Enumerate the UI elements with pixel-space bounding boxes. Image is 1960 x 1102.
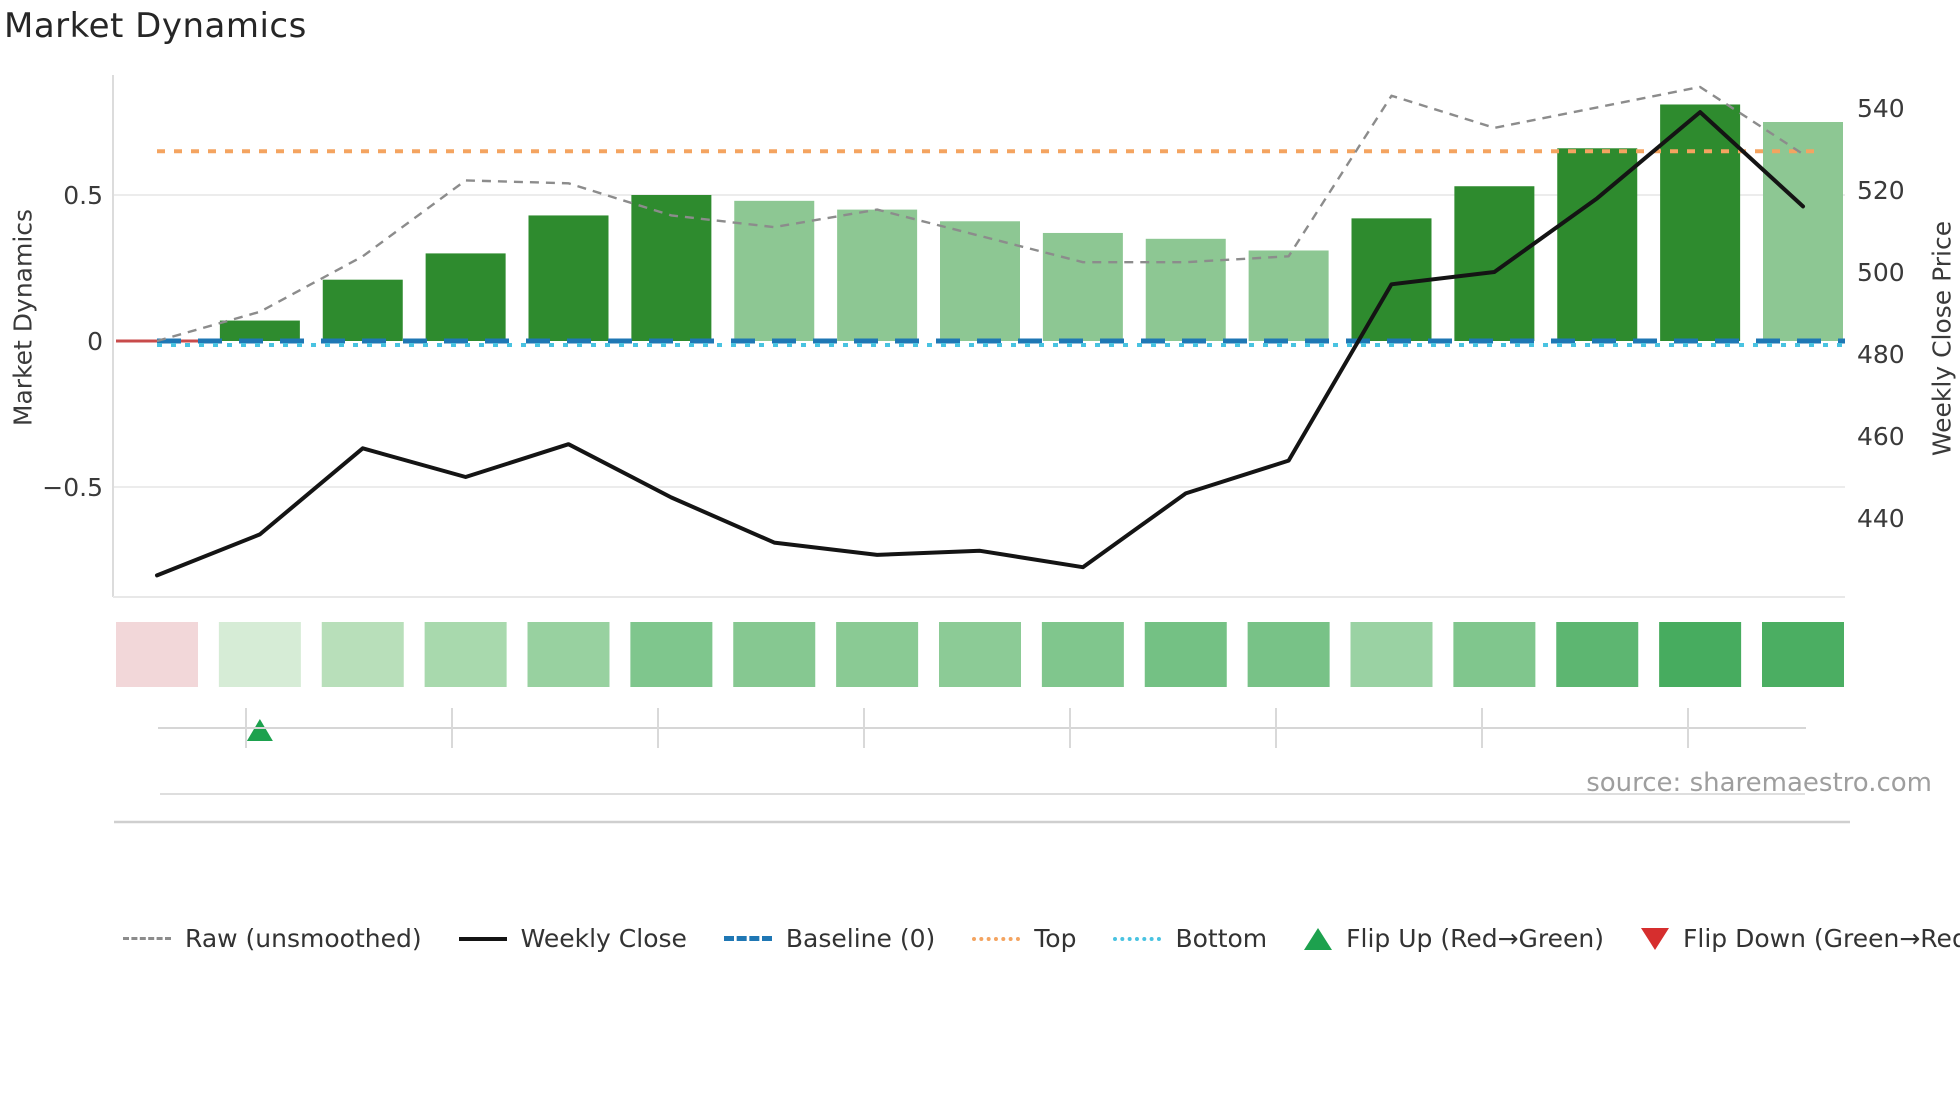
heatmap-cell-week-4	[424, 622, 507, 687]
right-tick-label: 540	[1857, 94, 1905, 123]
bar-week-3	[322, 279, 403, 341]
bar-week-10	[1042, 232, 1123, 341]
heatmap-cell-week-15	[1556, 622, 1639, 687]
legend-item-2: Baseline (0)	[723, 924, 936, 953]
solid-black-icon	[458, 936, 507, 941]
heatmap-cell-week-10	[1041, 622, 1124, 687]
heatmap-cell-week-17	[1762, 622, 1844, 687]
legend-item-5: Flip Up (Red→Green)	[1304, 924, 1604, 953]
right-tick-label: 500	[1857, 258, 1905, 287]
dash-blue-icon	[723, 936, 772, 941]
flip-up-marker	[246, 719, 273, 741]
heatmap-cell-week-8	[836, 622, 919, 687]
legend-item-1: Weekly Close	[458, 924, 687, 953]
right-tick-label: 460	[1857, 422, 1905, 451]
heatmap-cell-week-5	[527, 622, 610, 687]
source-caption: source: sharemaestro.com	[1586, 768, 1932, 798]
dash-gray-icon	[123, 937, 171, 940]
right-tick-label: 440	[1857, 504, 1905, 533]
page-title: Market Dynamics	[4, 6, 307, 46]
left-tick-label: 0.5	[63, 181, 103, 210]
heatmap-cell-week-3	[321, 622, 404, 687]
bar-week-5	[528, 215, 609, 341]
right-tick-label: 520	[1857, 176, 1905, 205]
bar-week-12	[1248, 250, 1329, 341]
legend-label: Flip Up (Red→Green)	[1346, 924, 1605, 953]
legend-label: Flip Down (Green→Red)	[1683, 924, 1960, 953]
bar-week-14	[1454, 186, 1535, 341]
chart-legend: Raw (unsmoothed) Weekly Close Baseline (0)…	[123, 924, 1960, 953]
legend-label: Baseline (0)	[785, 924, 936, 953]
dot-orange-icon	[972, 936, 1021, 941]
bar-week-6	[631, 195, 712, 341]
bar-week-8	[837, 209, 918, 341]
bar-week-2	[219, 320, 300, 341]
heatmap-cell-week-16	[1659, 622, 1742, 687]
raw-unsmoothed-line	[156, 85, 1804, 343]
tri-down-icon	[1641, 927, 1670, 950]
heatmap-cell-week-11	[1144, 622, 1227, 687]
right-tick-label: 480	[1857, 340, 1905, 369]
heatmap-cell-week-1	[116, 622, 198, 687]
legend-label: Top	[1034, 924, 1077, 953]
legend-item-4: Bottom	[1113, 924, 1267, 953]
bar-week-15	[1557, 148, 1638, 341]
legend-item-0: Raw (unsmoothed)	[123, 924, 422, 953]
tri-up-icon	[1304, 927, 1333, 950]
heatmap-cell-week-12	[1247, 622, 1330, 687]
left-tick-label: 0	[87, 327, 103, 356]
legend-item-3: Top	[972, 924, 1076, 953]
dot-cyan-icon	[1113, 936, 1162, 941]
heatmap-cell-week-13	[1350, 622, 1433, 687]
legend-label: Bottom	[1175, 924, 1268, 953]
legend-label: Raw (unsmoothed)	[185, 924, 422, 953]
legend-label: Weekly Close	[520, 924, 687, 953]
legend-item-6: Flip Down (Green→Red)	[1641, 924, 1960, 953]
bar-week-17	[1763, 122, 1843, 341]
heatmap-cell-week-6	[630, 622, 713, 687]
bar-week-11	[1145, 238, 1226, 341]
heatmap-cell-week-14	[1453, 622, 1536, 687]
bar-week-4	[425, 253, 506, 341]
heatmap-cell-week-7	[733, 622, 816, 687]
bar-week-7	[734, 200, 815, 341]
heatmap-cell-week-2	[218, 622, 301, 687]
left-tick-label: −0.5	[42, 473, 103, 502]
bar-week-9	[940, 221, 1020, 341]
bar-week-16	[1660, 104, 1741, 341]
heatmap-cell-week-9	[939, 622, 1021, 687]
weekly-close-line	[155, 110, 1805, 578]
